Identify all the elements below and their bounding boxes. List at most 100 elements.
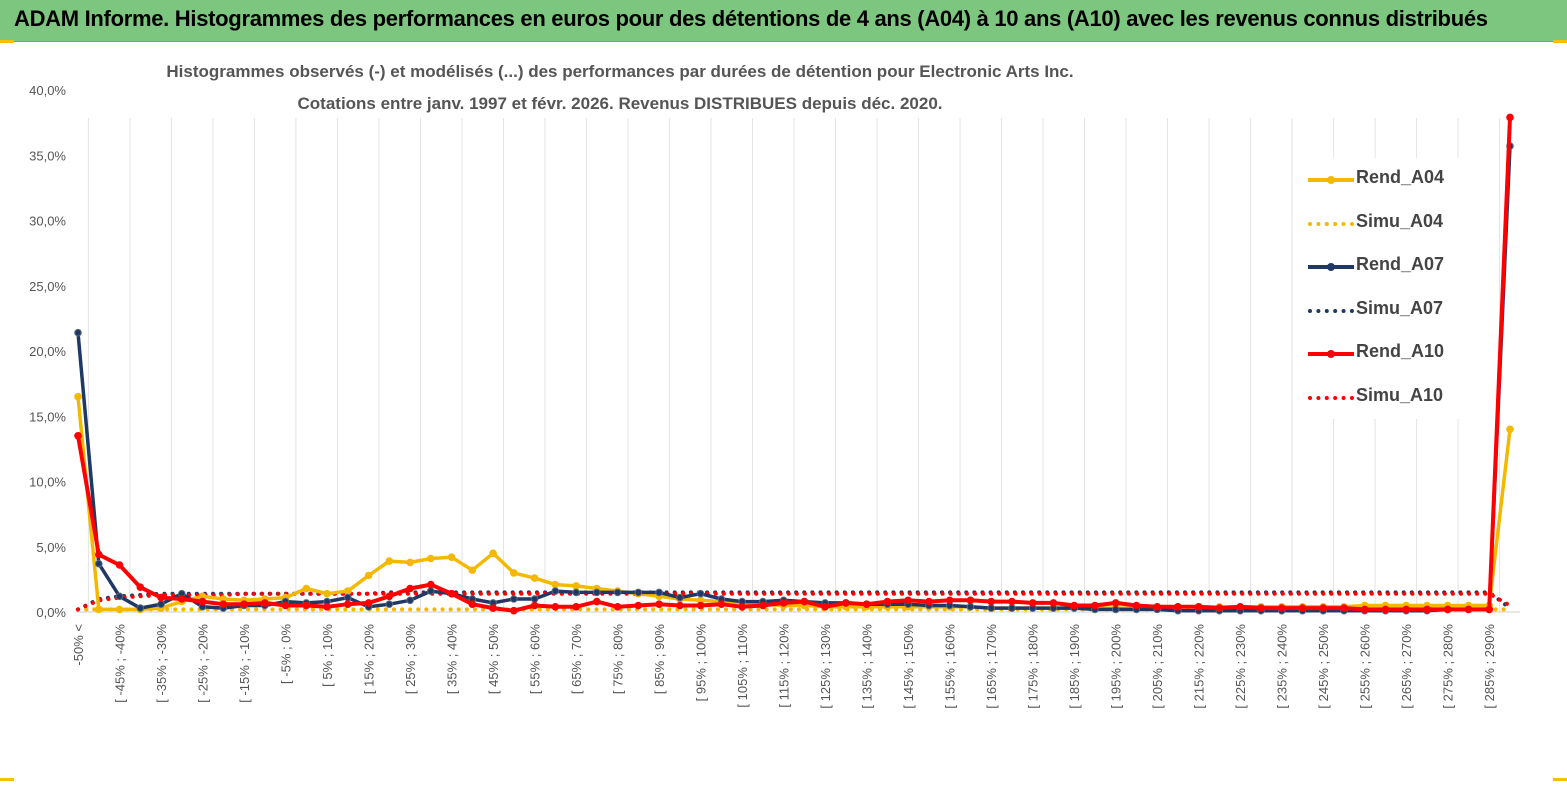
- x-tick-label: [ -15% ; -10%: [237, 624, 252, 703]
- data-point-Rend_A10: [1132, 601, 1141, 610]
- data-point-Rend_A10: [821, 603, 829, 611]
- data-point-Rend_A10: [925, 597, 933, 606]
- data-point-Rend_A04: [1506, 425, 1514, 434]
- y-tick-label: 35,0%: [29, 148, 66, 163]
- legend-label: Rend_A04: [1356, 167, 1445, 187]
- data-point-Rend_A10: [281, 601, 290, 610]
- data-point-Rend_A10: [1257, 604, 1265, 612]
- data-point-Rend_A10: [1485, 605, 1493, 614]
- data-point-Rend_A10: [800, 597, 809, 606]
- data-point-Rend_A10: [634, 601, 643, 610]
- x-tick-label: [ -25% ; -20%: [196, 624, 211, 703]
- x-tick-label: [ 155% ; 160%: [943, 624, 958, 709]
- y-tick-label: 25,0%: [29, 279, 66, 294]
- data-point-Rend_A04: [74, 392, 82, 401]
- data-point-Rend_A04: [572, 582, 580, 590]
- data-point-Rend_A10: [178, 595, 186, 603]
- data-point-Rend_A07: [530, 595, 539, 603]
- data-point-Rend_A10: [1028, 599, 1037, 607]
- x-tick-label: [ 235% ; 240%: [1275, 624, 1290, 709]
- data-point-Rend_A10: [510, 606, 518, 615]
- frame-corner-top-left: [0, 40, 14, 43]
- data-point-Rend_A10: [655, 600, 663, 609]
- report-banner: ADAM Informe. Histogrammes des performan…: [0, 0, 1567, 42]
- data-point-Rend_A10: [1506, 113, 1514, 122]
- report-title: ADAM Informe. Histogrammes des performan…: [14, 6, 1488, 31]
- data-point-Rend_A10: [489, 604, 497, 612]
- data-point-Rend_A10: [842, 599, 850, 607]
- data-point-Rend_A07: [1008, 604, 1016, 612]
- x-tick-label: [ 65% ; 70%: [569, 624, 584, 695]
- y-tick-label: 0,0%: [36, 605, 66, 620]
- data-point-Rend_A10: [1070, 601, 1078, 610]
- x-tick-label: [ -5% ; 0%: [279, 624, 294, 684]
- data-point-Rend_A10: [447, 589, 456, 598]
- x-tick-label: [ 105% ; 110%: [735, 624, 750, 708]
- data-point-Rend_A10: [261, 599, 269, 607]
- data-point-Rend_A10: [1443, 605, 1452, 614]
- data-point-Rend_A10: [696, 601, 705, 610]
- frame-corner-top-right: [1553, 40, 1567, 43]
- y-tick-label: 10,0%: [29, 475, 66, 490]
- data-point-Rend_A10: [1174, 603, 1182, 611]
- legend-marker: [1327, 350, 1335, 358]
- x-tick-label: [ 175% ; 180%: [1026, 624, 1041, 709]
- data-point-Rend_A07: [406, 596, 414, 605]
- data-point-Rend_A10: [95, 550, 103, 559]
- data-point-Rend_A04: [489, 549, 497, 558]
- data-point-Rend_A10: [406, 584, 414, 593]
- data-point-Rend_A10: [136, 583, 145, 592]
- y-tick-label: 20,0%: [29, 344, 66, 359]
- x-tick-label: [ 125% ; 130%: [818, 624, 833, 709]
- data-point-Rend_A04: [468, 566, 477, 575]
- data-point-Rend_A04: [95, 605, 103, 614]
- data-point-Rend_A10: [1360, 605, 1369, 614]
- legend-item-Rend_A07: Rend_A07: [1300, 245, 1460, 289]
- data-point-Rend_A04: [447, 553, 456, 562]
- data-point-Rend_A04: [551, 580, 560, 589]
- data-point-Rend_A04: [364, 571, 373, 580]
- data-point-Rend_A10: [966, 596, 975, 605]
- legend-item-Simu_A10: Simu_A10: [1300, 376, 1460, 420]
- data-point-Rend_A07: [634, 588, 643, 597]
- data-point-Rend_A07: [157, 600, 165, 609]
- data-point-Rend_A10: [1298, 604, 1307, 612]
- x-tick-label: [ 25% ; 30%: [403, 624, 418, 695]
- x-tick-label: [ 285% ; 290%: [1482, 624, 1497, 709]
- x-tick-label: -50% <: [71, 624, 86, 666]
- legend-label: Rend_A07: [1356, 254, 1445, 274]
- data-point-Rend_A04: [406, 558, 414, 567]
- data-point-Rend_A07: [966, 603, 975, 611]
- data-point-Rend_A10: [779, 599, 788, 607]
- data-point-Rend_A04: [530, 574, 539, 582]
- data-point-Rend_A07: [74, 328, 82, 337]
- legend-swatch: [1308, 221, 1354, 226]
- data-point-Rend_A10: [945, 596, 954, 605]
- y-tick-label: 15,0%: [29, 409, 66, 424]
- data-point-Rend_A10: [468, 600, 477, 609]
- data-point-Rend_A07: [427, 587, 435, 595]
- data-point-Rend_A10: [530, 601, 539, 610]
- data-point-Rend_A07: [115, 592, 124, 601]
- data-point-Rend_A10: [1049, 599, 1058, 607]
- data-point-Rend_A07: [593, 588, 601, 597]
- histogram-chart: 0,0% 5,0% 10,0% 15,0% 20,0% 25,0% 30,0% 35,0% 40…: [29, 83, 1520, 709]
- data-point-Rend_A04: [427, 554, 435, 563]
- data-point-Rend_A10: [1381, 605, 1390, 614]
- data-point-Rend_A10: [1464, 605, 1473, 614]
- data-point-Rend_A10: [427, 580, 435, 589]
- x-tick-label: [ 145% ; 150%: [901, 624, 916, 709]
- data-point-Rend_A10: [219, 600, 228, 609]
- data-point-Rend_A10: [115, 561, 124, 569]
- data-point-Rend_A04: [115, 605, 124, 614]
- data-point-Rend_A10: [613, 603, 622, 611]
- data-point-Rend_A10: [1236, 603, 1244, 611]
- data-point-Rend_A07: [385, 600, 394, 609]
- x-tick-label: [ 55% ; 60%: [528, 624, 543, 695]
- data-point-Rend_A07: [655, 588, 663, 597]
- data-point-Rend_A10: [1111, 599, 1120, 607]
- legend-swatch: [1308, 350, 1354, 358]
- legend-swatch: [1308, 263, 1354, 271]
- data-point-Rend_A07: [696, 589, 705, 598]
- x-tick-label: [ 215% ; 220%: [1192, 624, 1207, 709]
